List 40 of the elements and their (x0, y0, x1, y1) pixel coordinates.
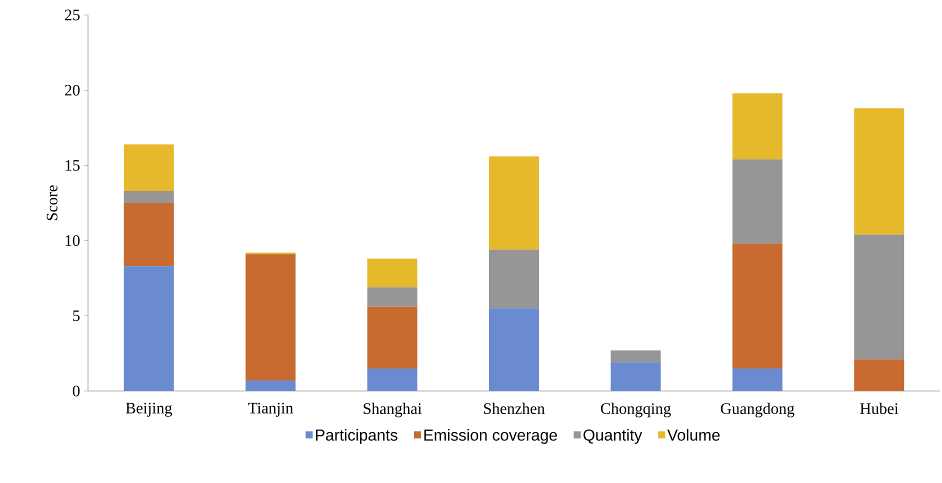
bar (732, 368, 782, 391)
x-tick-label: Guangdong (720, 402, 794, 418)
y-axis-title: Score (46, 185, 58, 220)
bar (610, 350, 661, 362)
x-tick-label: Shanghai (364, 402, 422, 418)
bar (732, 244, 782, 368)
x-tick-label: Chongqing (600, 402, 671, 418)
y-tick-label: 5 (73, 310, 80, 322)
legend-label: Participants (316, 429, 398, 444)
x-tick-label: Tianjin (248, 402, 294, 417)
bar (246, 380, 296, 391)
bar (732, 93, 782, 160)
bar (124, 144, 174, 191)
y-tick-label: 10 (66, 235, 80, 246)
bar (732, 159, 782, 244)
y-tick-label: 20 (64, 84, 80, 96)
bar (854, 108, 904, 235)
legend-label: Volume (667, 429, 720, 441)
bar (854, 234, 904, 360)
bar (367, 258, 418, 288)
legend-label: Quantity (584, 429, 642, 444)
bar (489, 156, 539, 250)
bar (367, 306, 418, 368)
bar (124, 266, 174, 391)
bar (367, 368, 418, 391)
legend-label: Emission coverage (424, 429, 557, 444)
bar (854, 359, 904, 391)
bar (489, 250, 539, 308)
bar (610, 362, 661, 391)
bar (124, 203, 174, 266)
bar (246, 254, 296, 380)
x-tick-label: Beijing (126, 402, 172, 417)
bar (489, 308, 539, 391)
x-tick-label: Shenzhen (484, 402, 545, 414)
y-tick-label: 15 (66, 160, 80, 171)
x-tick-label: Hubei (860, 402, 898, 414)
bar (124, 190, 174, 203)
y-tick-label: 25 (64, 10, 80, 20)
bar (367, 287, 418, 307)
y-tick-label: 0 (72, 386, 80, 396)
